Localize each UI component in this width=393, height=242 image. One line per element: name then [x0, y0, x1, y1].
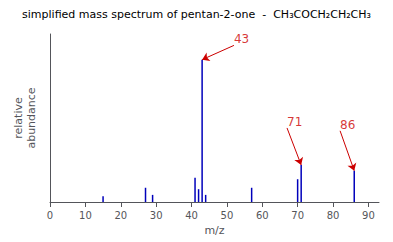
svg-text:m/z: m/z [204, 224, 224, 237]
svg-text:43: 43 [234, 32, 249, 46]
svg-text:40: 40 [185, 210, 198, 221]
svg-text:10: 10 [79, 210, 92, 221]
svg-text:90: 90 [362, 210, 375, 221]
svg-text:20: 20 [114, 210, 127, 221]
svg-text:abundance: abundance [25, 87, 38, 148]
svg-text:0: 0 [47, 210, 53, 221]
svg-text:50: 50 [221, 210, 234, 221]
svg-text:80: 80 [327, 210, 340, 221]
svg-text:simplified mass spectrum of pe: simplified mass spectrum of pentan-2-one… [22, 8, 371, 21]
svg-text:relative: relative [12, 97, 25, 139]
svg-text:71: 71 [287, 115, 302, 129]
svg-text:60: 60 [256, 210, 269, 221]
svg-text:70: 70 [291, 210, 304, 221]
svg-text:30: 30 [150, 210, 163, 221]
svg-text:86: 86 [340, 118, 355, 132]
